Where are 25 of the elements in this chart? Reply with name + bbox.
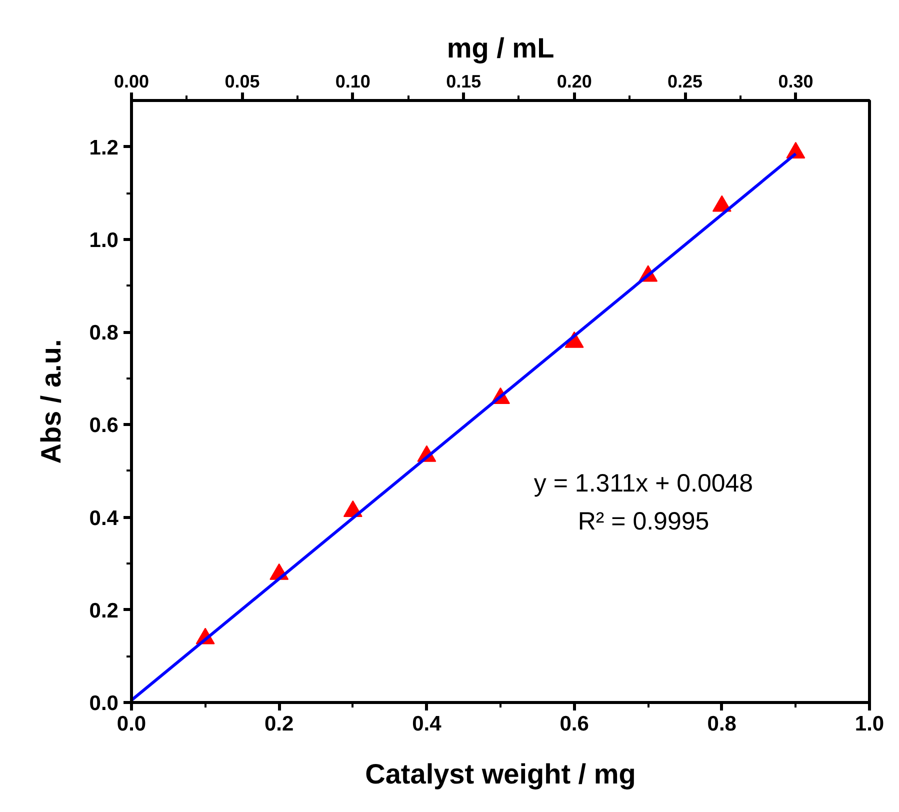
x2-tick-label: 0.00	[114, 72, 150, 92]
y-tick-label: 0.8	[89, 322, 119, 345]
annotation: R² = 0.9995	[578, 508, 710, 536]
x-tick-label: 0.2	[264, 712, 294, 736]
y-axis-title: Abs / a.u.	[35, 339, 66, 464]
x2-tick-label: 0.15	[446, 72, 482, 92]
y-tick-label: 1.2	[89, 136, 119, 160]
x2-axis-title: mg / mL	[446, 32, 554, 64]
y-tick-label: 0.6	[89, 414, 119, 438]
x2-tick-label: 0.25	[668, 72, 703, 92]
x2-tick-label: 0.20	[556, 72, 592, 92]
x-tick-label: 0.8	[707, 712, 737, 736]
x-tick-label: 0.4	[412, 712, 442, 736]
y-tick-label: 0.4	[89, 506, 119, 530]
y-tick-label: 1.0	[89, 228, 119, 252]
x-tick-label: 0.6	[560, 712, 589, 736]
x-tick-label: 1.0	[854, 712, 884, 736]
y-tick-label: 0.0	[89, 692, 119, 715]
x-axis-title: Catalyst weight / mg	[365, 758, 636, 790]
annotation: y = 1.311x + 0.0048	[534, 470, 754, 498]
y-tick-label: 0.2	[89, 599, 119, 622]
x2-tick-label: 0.05	[224, 72, 260, 92]
x2-tick-label: 0.10	[335, 72, 370, 92]
x-tick-label: 0.0	[116, 712, 146, 736]
x2-tick-label: 0.30	[778, 72, 814, 92]
